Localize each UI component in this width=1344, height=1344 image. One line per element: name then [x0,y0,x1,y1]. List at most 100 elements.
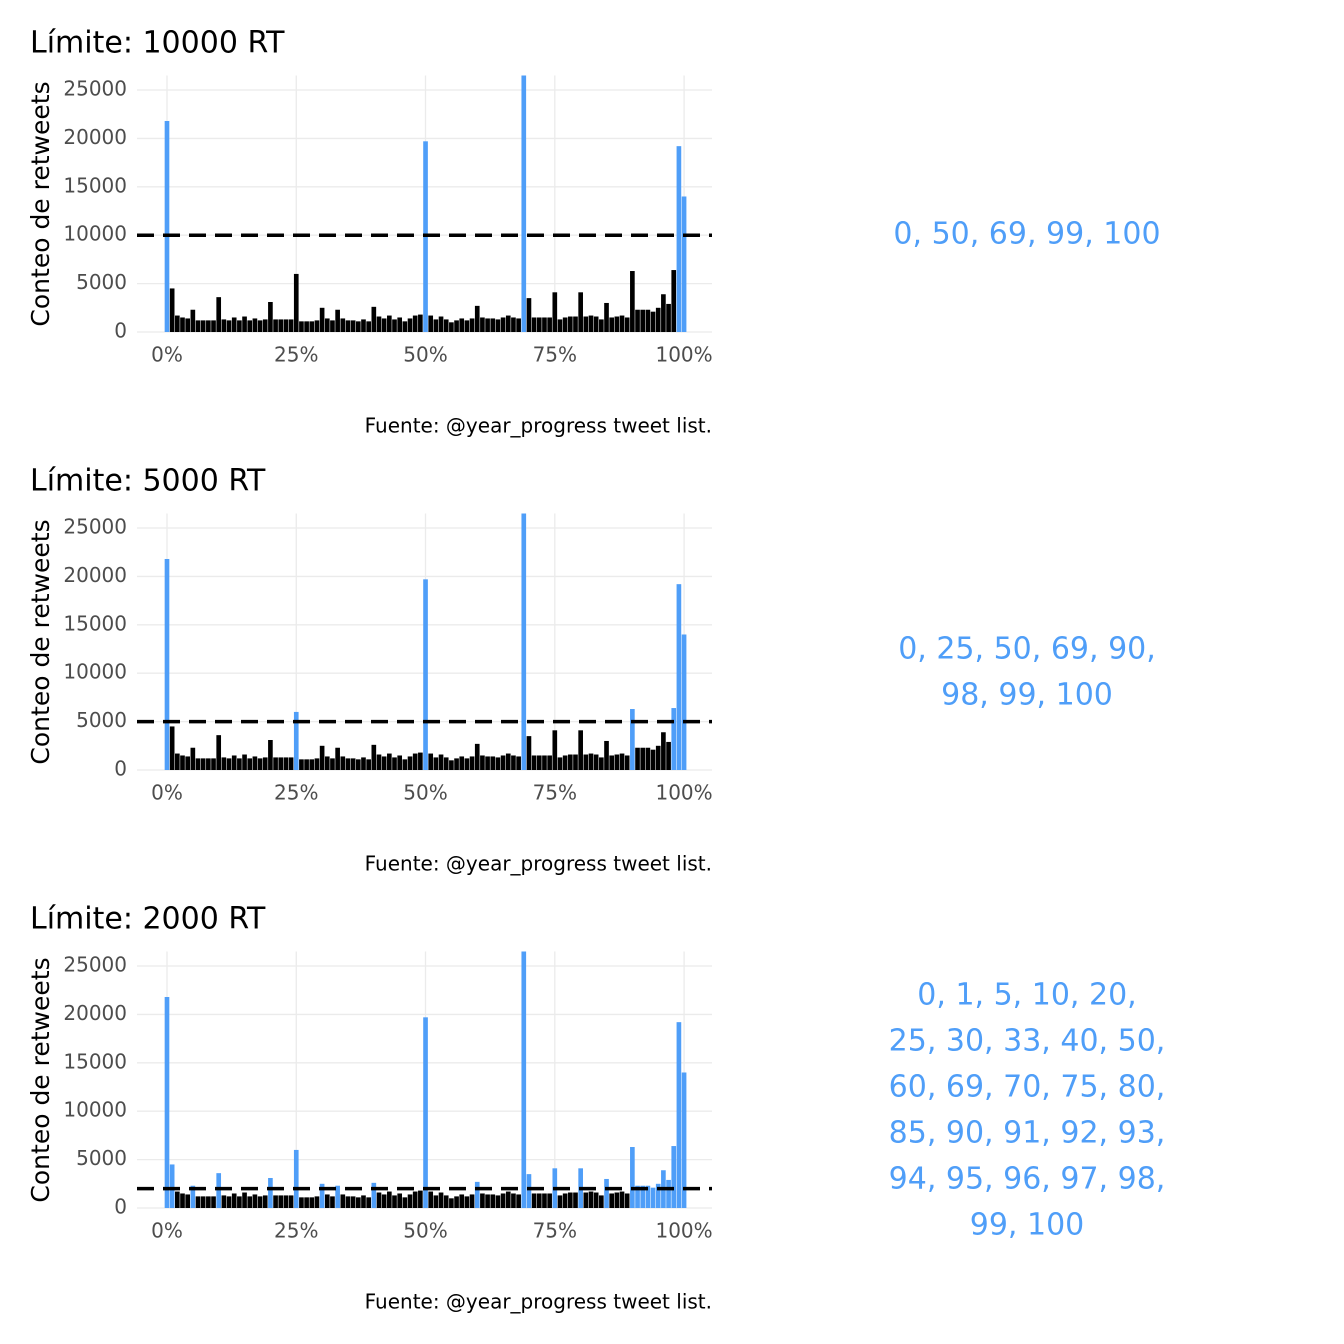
bar [521,951,527,1208]
bar [573,316,578,332]
bar [412,315,418,332]
bar [676,1022,682,1208]
bar [247,320,253,332]
bar [293,1149,299,1208]
bar [376,316,382,332]
bar [376,754,382,770]
bar [433,319,439,332]
bar [319,1183,325,1208]
bar [211,320,216,332]
bar [485,318,490,332]
bar [402,321,408,332]
bar [500,755,506,770]
highlight-list: 85, 90, 91, 92, 93, [889,1116,1166,1151]
bar [335,1185,340,1208]
y-tick-label: 5000 [76,270,127,294]
x-tick-label: 50% [403,343,447,367]
bar [268,301,273,332]
bar [567,316,573,332]
bar [216,1173,222,1208]
bar [262,757,268,770]
bar [578,292,583,332]
bar [412,753,418,770]
y-tick-label: 0 [114,1195,127,1219]
bar [237,320,242,332]
panel: Límite: 2000 RT Conteo de retweets 0 5000 10… [26,902,1165,1314]
chart-title: Límite: 5000 RT [30,464,266,499]
bar [175,753,180,770]
bar [511,317,516,332]
bar [583,316,589,332]
bar [366,321,371,332]
bar [366,759,371,770]
bar [661,732,666,770]
bar [588,315,594,332]
bar [438,754,444,770]
bar [190,747,196,770]
bar [309,321,315,332]
bar [464,320,470,332]
bar [433,1195,439,1208]
bar [397,317,403,332]
bar [361,1195,366,1208]
bar [459,756,465,770]
bar [650,749,656,770]
bar [676,584,682,770]
bar [661,294,666,332]
bar [645,747,651,770]
bar [438,316,444,332]
bar [650,1187,656,1208]
bar [381,1194,387,1208]
bar [169,288,175,332]
bar [599,1195,604,1208]
bar [226,1196,232,1208]
bar [242,754,247,770]
bar [231,1193,237,1208]
x-tick-label: 0% [151,1219,183,1243]
bar [526,736,532,770]
bar [609,1193,615,1208]
bar [180,317,185,332]
bar [371,744,377,770]
bar [288,757,294,770]
bar [557,1195,563,1208]
bar [278,319,284,332]
bar [387,315,392,332]
x-tick-label: 25% [274,1219,318,1243]
bar [397,755,403,770]
bar [531,317,537,332]
bar [195,320,201,332]
bar [195,1196,201,1208]
bar [293,711,299,770]
bar [169,726,175,770]
bar [231,317,237,332]
bar [169,1164,175,1208]
bar [593,316,599,332]
bar [407,756,413,770]
bar [392,1195,397,1208]
bar [645,309,651,332]
bar [573,1192,578,1208]
caption: Fuente: @year_progress tweet list. [365,414,712,438]
bar [428,1191,434,1208]
bar [495,757,501,770]
bar [671,270,677,332]
bar [624,317,630,332]
bar [573,754,578,770]
bar [164,996,170,1208]
bar [350,320,356,332]
panel: Límite: 10000 RT Conteo de retweets 0 5000 1… [26,26,1161,438]
bar [397,1193,403,1208]
y-tick-label: 10000 [63,660,127,684]
bar [609,755,615,770]
bar [262,1195,268,1208]
bar [542,317,547,332]
bar [278,1195,284,1208]
bar [552,730,558,770]
bar [299,321,304,332]
bar [666,741,671,770]
bar [599,319,604,332]
bar [547,1193,552,1208]
bar [247,758,253,770]
y-tick-label: 10000 [63,1098,127,1122]
